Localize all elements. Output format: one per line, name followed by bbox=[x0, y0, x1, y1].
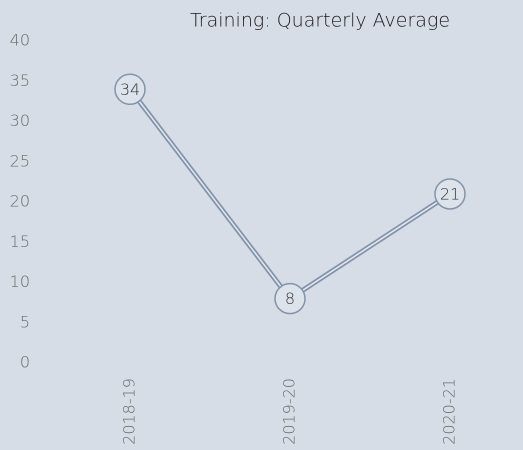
y-tick-label: 20 bbox=[10, 192, 30, 211]
y-tick-label: 35 bbox=[10, 71, 30, 90]
data-label: 21 bbox=[440, 184, 460, 203]
y-tick-label: 15 bbox=[10, 232, 30, 251]
x-tick-label: 2020-21 bbox=[440, 378, 459, 445]
y-tick-label: 40 bbox=[10, 31, 30, 50]
data-label: 8 bbox=[285, 289, 295, 308]
y-tick-label: 25 bbox=[10, 151, 30, 170]
y-tick-label: 5 bbox=[20, 312, 30, 331]
y-tick-label: 10 bbox=[10, 272, 30, 291]
x-tick-label: 2019-20 bbox=[280, 378, 299, 445]
chart-title: Training: Quarterly Average bbox=[190, 10, 450, 32]
point-marker bbox=[114, 73, 146, 106]
y-tick-label: 0 bbox=[20, 353, 30, 372]
x-tick-label: 2018-19 bbox=[120, 378, 139, 445]
data-label: 34 bbox=[120, 80, 140, 99]
point-marker bbox=[274, 282, 306, 315]
point-marker bbox=[434, 178, 466, 210]
y-tick-label: 30 bbox=[10, 111, 30, 130]
